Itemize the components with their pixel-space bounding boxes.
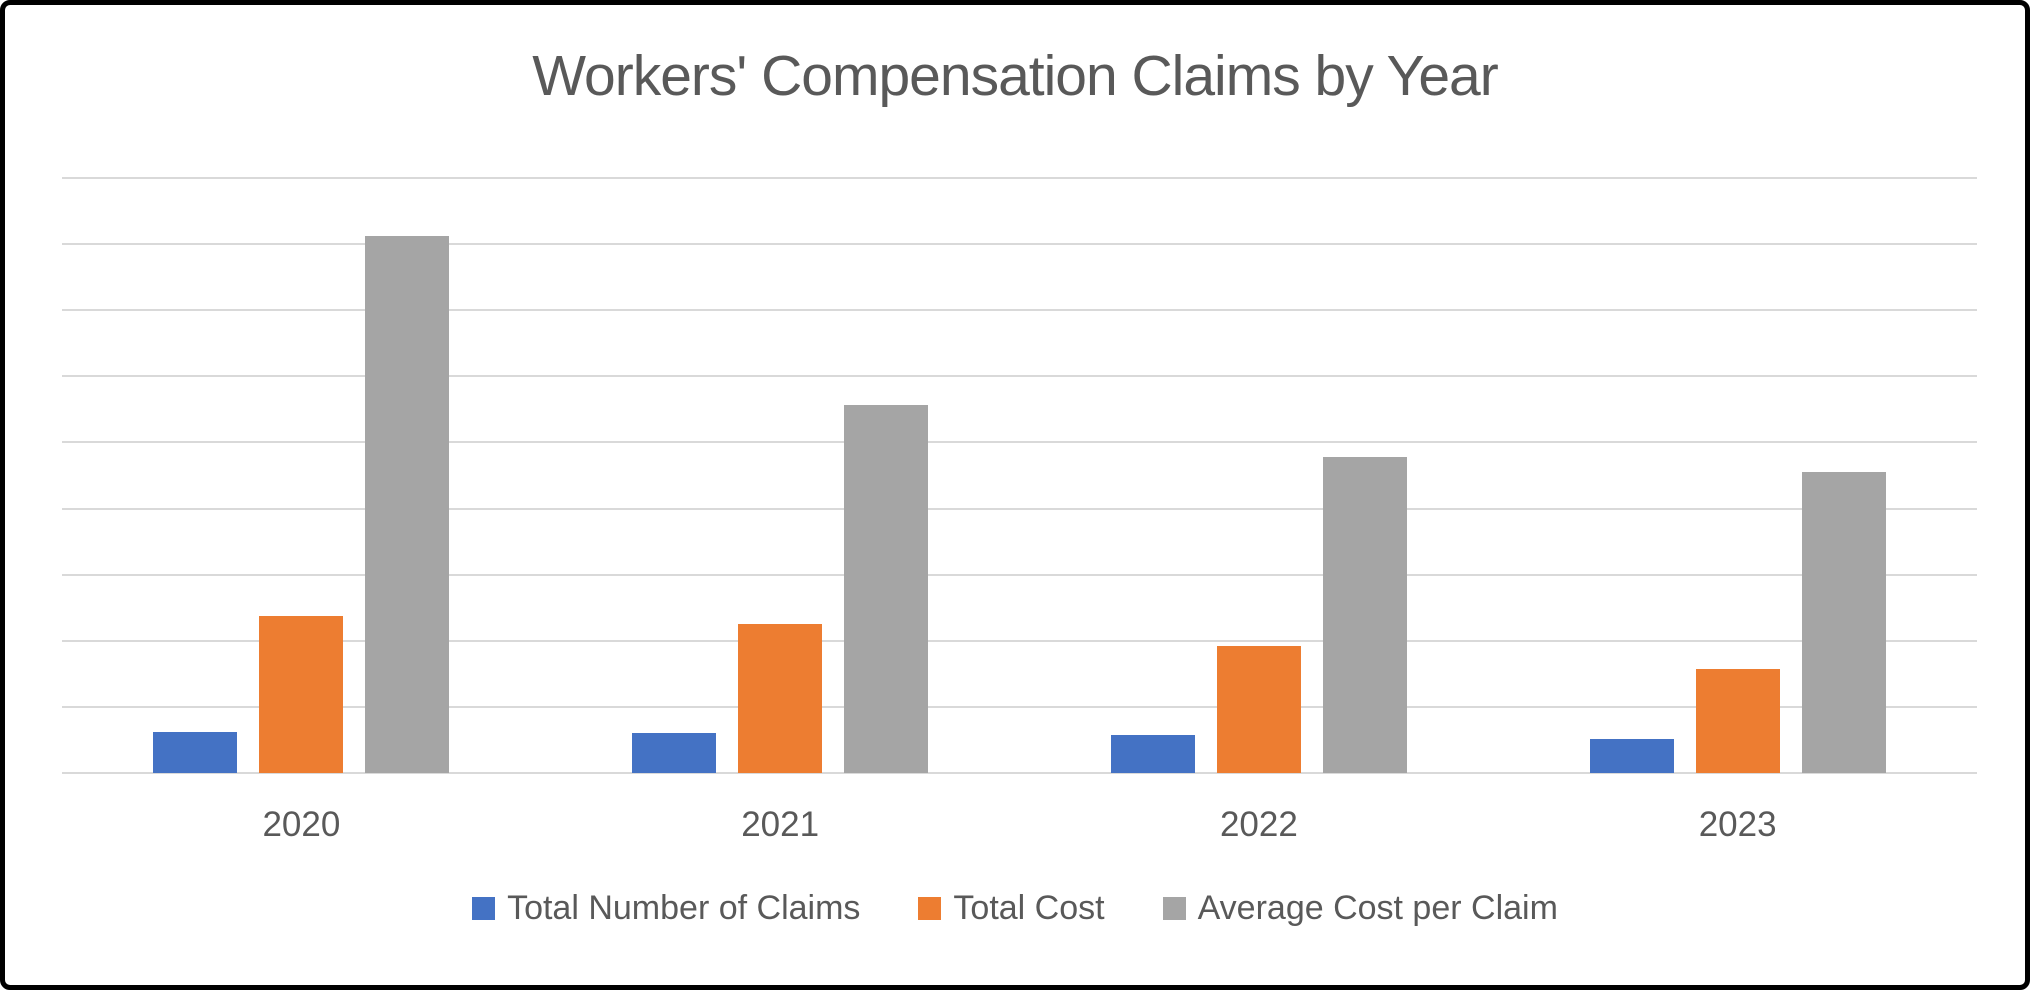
x-axis-label: 2021 [741, 805, 820, 844]
gridline [62, 772, 1977, 774]
legend-swatch-icon [472, 897, 496, 920]
legend-label: Total Number of Claims [507, 889, 861, 927]
legend-label: Average Cost per Claim [1197, 889, 1558, 927]
bar-average-cost-per-claim [365, 236, 450, 773]
bar-total-number-of-claims [153, 732, 238, 773]
legend-swatch-icon [918, 897, 942, 920]
bar-average-cost-per-claim [1801, 471, 1886, 773]
bar-total-cost [738, 623, 823, 773]
gridline [62, 573, 1977, 576]
bar-average-cost-per-claim [1322, 457, 1407, 773]
gridline [62, 243, 1977, 246]
legend: Total Number of Claims Total Cost Average … [5, 889, 2025, 928]
bar-average-cost-per-claim [844, 405, 929, 773]
legend-item-total-cost: Total Cost [918, 889, 1105, 928]
legend-swatch-icon [1162, 897, 1186, 920]
gridline [62, 177, 1977, 179]
gridline [62, 309, 1977, 312]
bar-total-number-of-claims [1589, 738, 1674, 773]
bar-total-cost [259, 615, 344, 773]
legend-item-total-number-of-claims: Total Number of Claims [472, 889, 860, 928]
gridline [62, 639, 1977, 642]
gridline [62, 507, 1977, 510]
legend-label: Total Cost [953, 889, 1105, 927]
x-axis-label: 2022 [1219, 805, 1298, 844]
gridline [62, 705, 1977, 708]
x-axis-label: 2023 [1698, 805, 1777, 844]
legend-item-average-cost-per-claim: Average Cost per Claim [1162, 889, 1558, 928]
gridline [62, 441, 1977, 444]
bar-total-cost [1695, 668, 1780, 773]
plot-area [62, 177, 1977, 774]
bar-total-number-of-claims [1110, 734, 1195, 773]
bar-total-cost [1216, 646, 1301, 773]
x-axis-label: 2020 [262, 805, 341, 844]
bar-total-number-of-claims [632, 733, 717, 773]
chart-title: Workers' Compensation Claims by Year [532, 44, 1498, 108]
gridline [62, 375, 1977, 378]
